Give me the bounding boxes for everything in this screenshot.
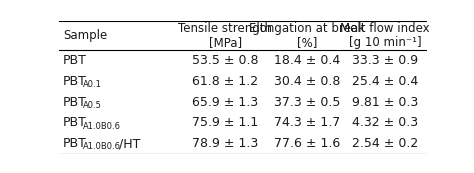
Text: Tensile strength: Tensile strength — [179, 22, 273, 35]
Text: 2.54 ± 0.2: 2.54 ± 0.2 — [352, 137, 419, 150]
Text: 25.4 ± 0.4: 25.4 ± 0.4 — [352, 75, 419, 88]
Text: PBT: PBT — [63, 75, 87, 88]
Text: Elongation at break: Elongation at break — [249, 22, 365, 35]
Text: 75.9 ± 1.1: 75.9 ± 1.1 — [192, 116, 259, 129]
Text: A1.0B0.6: A1.0B0.6 — [83, 142, 121, 151]
Text: Sample: Sample — [63, 29, 107, 42]
Text: 77.6 ± 1.6: 77.6 ± 1.6 — [274, 137, 340, 150]
Text: PBT: PBT — [63, 116, 87, 129]
Text: 78.9 ± 1.3: 78.9 ± 1.3 — [192, 137, 259, 150]
Text: 18.4 ± 0.4: 18.4 ± 0.4 — [274, 54, 340, 67]
Text: [g 10 min⁻¹]: [g 10 min⁻¹] — [349, 36, 421, 49]
Text: PBT: PBT — [63, 137, 87, 150]
Text: A0.5: A0.5 — [83, 101, 102, 110]
Text: PBT: PBT — [63, 54, 87, 67]
Text: PBT: PBT — [63, 95, 87, 108]
Text: 53.5 ± 0.8: 53.5 ± 0.8 — [192, 54, 259, 67]
Text: 61.8 ± 1.2: 61.8 ± 1.2 — [192, 75, 258, 88]
Text: [%]: [%] — [297, 36, 318, 49]
Text: 74.3 ± 1.7: 74.3 ± 1.7 — [274, 116, 340, 129]
Text: [MPa]: [MPa] — [209, 36, 242, 49]
Text: A1.0B0.6: A1.0B0.6 — [83, 122, 121, 131]
Text: Melt flow index: Melt flow index — [340, 22, 430, 35]
Text: /HT: /HT — [119, 137, 140, 150]
Text: 9.81 ± 0.3: 9.81 ± 0.3 — [352, 95, 419, 108]
Text: A0.1: A0.1 — [83, 80, 102, 89]
Text: 65.9 ± 1.3: 65.9 ± 1.3 — [192, 95, 258, 108]
Text: 33.3 ± 0.9: 33.3 ± 0.9 — [352, 54, 419, 67]
Text: 30.4 ± 0.8: 30.4 ± 0.8 — [274, 75, 340, 88]
Text: 4.32 ± 0.3: 4.32 ± 0.3 — [352, 116, 419, 129]
Text: 37.3 ± 0.5: 37.3 ± 0.5 — [274, 95, 340, 108]
